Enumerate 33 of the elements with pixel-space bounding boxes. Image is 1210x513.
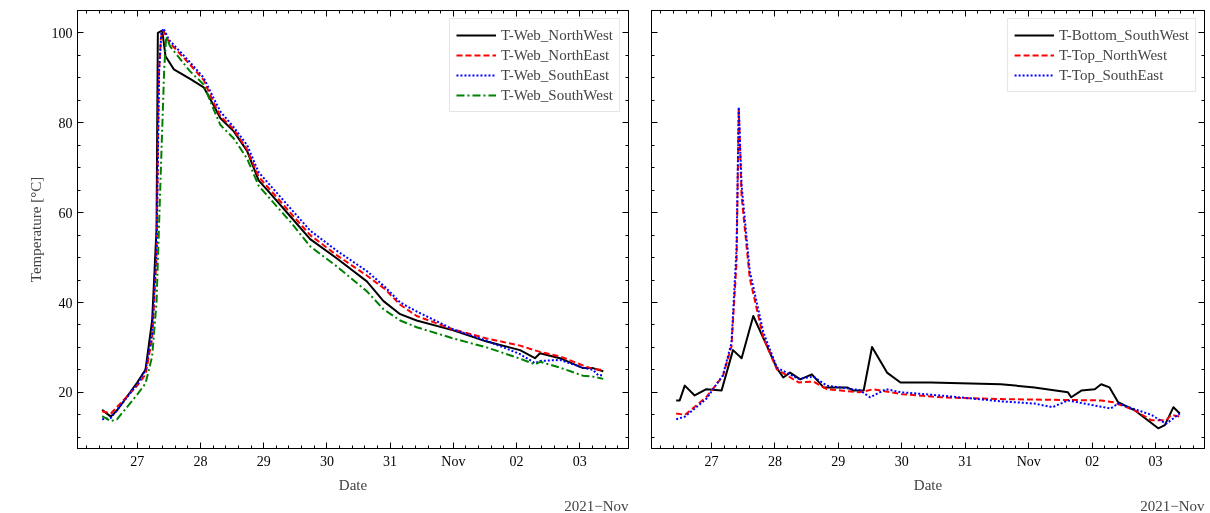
- legend-label: T-Web_NorthEast: [500, 46, 610, 64]
- x-axis-title: Date: [338, 476, 368, 493]
- legend-label: T-Web_SouthEast: [500, 66, 610, 84]
- legend-label: T-Bottom_SouthWest: [1059, 26, 1189, 44]
- x-tick-label: 30: [319, 453, 334, 469]
- x-tick-label: 28: [767, 453, 782, 469]
- x-tick-label: 31: [958, 453, 973, 469]
- legend-label: T-Top_NorthWest: [1059, 46, 1168, 64]
- y-tick-label: 40: [58, 295, 73, 311]
- x-tick-label: 29: [256, 453, 271, 469]
- text: 2021−Nov: [564, 497, 629, 513]
- y-axis-title: Temperature [°C]: [27, 176, 44, 283]
- x-tick-label: 29: [831, 453, 846, 469]
- text: 2021−Nov: [1140, 497, 1205, 513]
- x-tick-label: 30: [894, 453, 909, 469]
- legend-label: T-Web_NorthWest: [500, 26, 613, 44]
- x-tick-label: Nov: [1016, 453, 1041, 469]
- legend-label: T-Web_SouthWest: [500, 86, 613, 104]
- x-axis-title: Date: [913, 476, 943, 493]
- x-tick-label: 03: [1148, 453, 1163, 469]
- x-tick-label: 02: [509, 453, 524, 469]
- y-tick-label: 80: [58, 115, 73, 131]
- x-tick-label: 03: [572, 453, 587, 469]
- x-tick-label: 02: [1085, 453, 1100, 469]
- x-tick-label: 27: [130, 453, 145, 469]
- x-tick-label: Nov: [441, 453, 466, 469]
- legend-label: T-Top_SouthEast: [1059, 66, 1164, 84]
- x-tick-label: 28: [193, 453, 208, 469]
- y-tick-label: 20: [58, 385, 73, 401]
- y-tick-label: 100: [51, 25, 73, 41]
- y-tick-label: 60: [58, 205, 73, 221]
- x-tick-label: 31: [383, 453, 398, 469]
- x-tick-label: 27: [704, 453, 719, 469]
